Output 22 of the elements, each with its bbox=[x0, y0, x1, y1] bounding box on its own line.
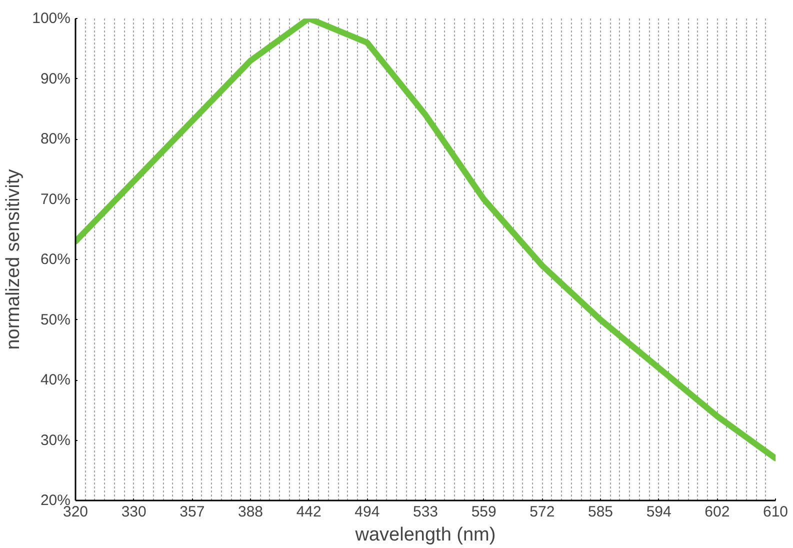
y-axis-title: normalized sensitivity bbox=[3, 168, 24, 350]
y-tick-label: 50% bbox=[40, 311, 71, 328]
x-tick-label: 572 bbox=[530, 504, 555, 520]
y-tick-label: 80% bbox=[40, 130, 71, 148]
x-tick-label: 610 bbox=[762, 504, 788, 520]
x-tick-label: 585 bbox=[588, 504, 614, 520]
x-tick-label: 594 bbox=[646, 504, 672, 520]
x-tick-label: 357 bbox=[180, 504, 205, 520]
x-tick-label: 330 bbox=[121, 504, 146, 520]
y-tick-label: 30% bbox=[40, 432, 71, 449]
x-axis-title: wavelength (nm) bbox=[354, 524, 496, 546]
y-tick-label: 70% bbox=[40, 190, 71, 208]
x-tick-label: 442 bbox=[296, 504, 322, 520]
y-tick-label: 40% bbox=[40, 372, 71, 388]
x-tick-label: 533 bbox=[412, 504, 438, 520]
x-tick-label: 494 bbox=[354, 504, 380, 520]
y-tick-label: 90% bbox=[40, 70, 71, 88]
x-tick-label: 388 bbox=[238, 504, 264, 520]
x-tick-label: 602 bbox=[704, 504, 730, 520]
y-tick-label: 100% bbox=[32, 10, 71, 27]
y-tick-label: 60% bbox=[40, 251, 71, 268]
x-tick-label: 559 bbox=[471, 504, 496, 520]
